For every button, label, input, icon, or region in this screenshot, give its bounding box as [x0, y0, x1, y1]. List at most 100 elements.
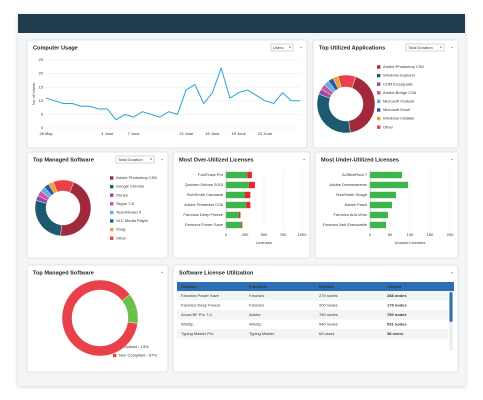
panel-title: Top Managed Software [33, 270, 94, 276]
y-tick-label: 5 [41, 111, 44, 116]
table-cell: Faronics [249, 302, 264, 307]
legend-label: Microsoft Outlook [383, 98, 414, 103]
table-cell: Adobe [249, 312, 261, 317]
table-header [177, 282, 454, 291]
plus-icon: + [451, 157, 454, 162]
legend-label: Other [116, 235, 127, 240]
x-tick-label: 22 June [258, 131, 273, 136]
bar [226, 191, 245, 199]
legend-label: TeamViewer 9 [116, 209, 142, 214]
table-row [177, 291, 448, 301]
category-label: Faronics Deep Freeze [183, 212, 223, 217]
x-tick-label: 4 June [101, 131, 114, 136]
x-tick-label: 19 June [232, 131, 247, 136]
bar [226, 211, 239, 219]
x-axis-label: Licenses [256, 240, 272, 245]
plus-icon: + [451, 270, 454, 275]
dropdown-label: Users [273, 45, 283, 50]
panel-title: Top Managed Software [33, 157, 94, 163]
bar [226, 201, 247, 209]
bar [247, 171, 252, 179]
legend-label: Non Compliant - 87% [119, 353, 157, 358]
legend-label: Adobe Photoshop CS6 [116, 175, 157, 180]
legend-swatch [110, 184, 114, 189]
table-cell: 780 nodes [319, 312, 338, 317]
table-cell: WinZip [249, 321, 262, 326]
table-cell: Acura BF Pro 7.4 [181, 312, 212, 317]
table-cell: Typing Master Pro [181, 331, 214, 336]
dropdown[interactable] [115, 155, 155, 164]
legend-swatch [110, 193, 114, 197]
table-cell: 531 nodes [387, 321, 407, 326]
legend-label: Google Chrome [116, 184, 145, 189]
bar [370, 211, 388, 219]
plus-icon: + [451, 45, 454, 50]
x-tick-label: 150 [427, 232, 434, 237]
dropdown[interactable] [405, 43, 445, 52]
y-tick-label: 15 [39, 84, 44, 89]
column-header: Software [181, 284, 199, 289]
bar [238, 211, 241, 219]
dropdown[interactable] [270, 43, 294, 52]
legend-label: VLC Media Player [116, 218, 149, 223]
x-tick-label: 100 [407, 232, 414, 237]
legend-label: Windows Installer [383, 116, 415, 121]
table-cell: Faronics Power Save [181, 293, 220, 298]
legend-label: Compliant - 13% [119, 344, 149, 349]
scrollbar-thumb[interactable] [449, 292, 453, 322]
y-tick-label: 20 [39, 71, 44, 76]
bar [226, 171, 248, 179]
bar [248, 181, 255, 189]
legend-swatch [377, 82, 381, 86]
dropdown-caret [150, 158, 152, 161]
y-axis-label: No. of Users [31, 83, 36, 105]
legend-swatch [377, 116, 381, 121]
category-label: Adobe Presenter CS6 [184, 202, 224, 207]
legend-swatch [377, 91, 381, 95]
x-tick-label: 13 June [179, 131, 194, 136]
plus-icon: + [300, 45, 303, 50]
panel-title: Top Utilized Applications [319, 45, 385, 51]
table-cell: 63 users [319, 331, 334, 336]
x-tick-label: 500 [261, 232, 268, 237]
y-tick-label: 0 [41, 125, 44, 130]
top-bar [18, 14, 465, 33]
legend-label: Adobe Photoshop CS6 [383, 64, 424, 69]
legend-swatch [377, 65, 381, 69]
x-tick-label: 200 [447, 232, 454, 237]
panel-title: Software License Utilization [179, 270, 254, 276]
table-cell: 540 nodes [319, 321, 338, 326]
table-row [177, 310, 448, 320]
bar [370, 171, 402, 179]
dropdown-label: Total Duration [408, 45, 433, 50]
panel [26, 264, 169, 373]
category-label: TechSmith Camtasia [186, 192, 223, 197]
legend-swatch [377, 73, 381, 78]
table-row [177, 329, 448, 339]
panel [26, 151, 169, 259]
dropdown-caret [289, 46, 291, 49]
x-tick-label: 0 [369, 232, 372, 237]
table-cell: 288 nodes [387, 293, 407, 298]
x-tick-label: 28 May [39, 131, 52, 136]
legend-label: Adobe Bridge CS6 [383, 90, 417, 95]
legend-swatch [110, 176, 114, 180]
legend-label: Windows Explorer [383, 73, 416, 78]
category-label: Adobe Dreamweaver [329, 182, 367, 187]
category-label: Faronics Power Save [185, 222, 224, 227]
donut-slice [61, 279, 138, 357]
donut-slice [53, 179, 75, 193]
x-tick-label: 250 [242, 232, 249, 237]
panel-title: Most Over-Utilized Licenses [179, 157, 254, 163]
legend-swatch [110, 219, 114, 223]
donut-slice [337, 74, 357, 89]
legend-label: Skype 7.8 [116, 201, 135, 206]
table-cell: 275 nodes [319, 293, 338, 298]
category-label: AOfficeRoot 7 [342, 172, 368, 177]
y-tick-label: 10 [39, 98, 44, 103]
legend-swatch [110, 210, 114, 215]
legend-label: Other [383, 124, 394, 129]
column-header: Utilized [387, 284, 402, 289]
table-cell: Faronics Deep Freeze [181, 302, 221, 307]
